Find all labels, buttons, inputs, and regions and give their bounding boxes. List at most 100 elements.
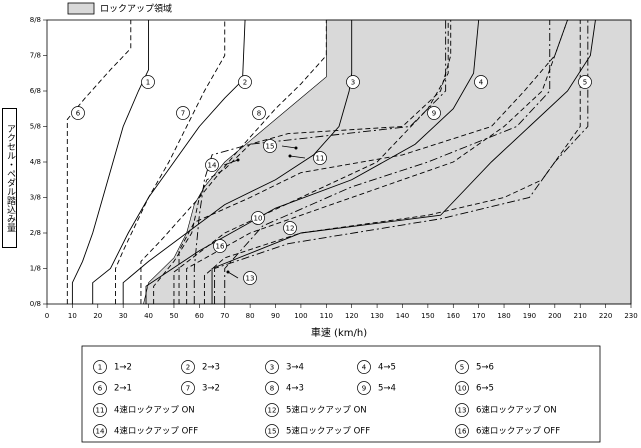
legend-entry: 3→4 (286, 363, 304, 373)
series-number: 15 (266, 143, 275, 151)
label-circle (357, 360, 371, 374)
label-circle (181, 381, 195, 395)
label-circle (474, 75, 488, 89)
legend-entry: 6速ロックアップ OFF (476, 427, 560, 437)
legend-entry: 3→2 (202, 384, 220, 394)
x-tick-label: 70 (220, 312, 229, 320)
series-number: 2 (186, 364, 190, 372)
label-circle (578, 75, 592, 89)
series-number: 3 (351, 79, 355, 87)
legend-entry: 5速ロックアップ ON (286, 406, 367, 416)
label-circle (243, 271, 257, 285)
arrow (289, 155, 306, 159)
legend-entry: 5→4 (378, 384, 396, 394)
y-tick-label: 7/8 (30, 52, 41, 60)
x-tick-label: 150 (421, 312, 434, 320)
legend-entry: 5速ロックアップ OFF (286, 427, 370, 437)
x-tick-label: 190 (523, 312, 536, 320)
label-circle (283, 221, 297, 235)
series-number: 16 (458, 428, 467, 436)
label-circle (93, 381, 107, 395)
series-line (71, 20, 150, 304)
series-line (140, 20, 327, 304)
series-number: 14 (96, 428, 105, 436)
label-circle (455, 381, 469, 395)
y-axis-label: アクセル・ペダル踏込み量 (2, 108, 17, 248)
series-number: 1 (146, 79, 150, 87)
label-circle (265, 381, 279, 395)
series-line (115, 20, 226, 304)
x-tick-label: 30 (119, 312, 128, 320)
label-circle (455, 403, 469, 417)
label-circle (263, 139, 277, 153)
arrow (281, 145, 297, 149)
x-tick-label: 10 (68, 312, 77, 320)
series-line (224, 20, 551, 304)
label-circle (176, 106, 190, 120)
series-number: 11 (96, 407, 105, 415)
label-circle (357, 381, 371, 395)
x-tick-label: 180 (497, 312, 510, 320)
series-line (193, 20, 447, 304)
legend-swatch (67, 2, 95, 15)
label-circle (346, 75, 360, 89)
y-tick-label: 3/8 (30, 194, 41, 202)
label-circle (455, 360, 469, 374)
x-axis-label: 車速 (km/h) (311, 326, 367, 339)
label-circle (141, 75, 155, 89)
series-number: 9 (362, 385, 366, 393)
arrow (223, 159, 239, 166)
series-number: 10 (254, 215, 263, 223)
x-tick-label: 200 (548, 312, 561, 320)
arrow-head (236, 158, 240, 162)
series-number: 4 (362, 364, 367, 372)
legend-entry: 6速ロックアップ ON (476, 406, 557, 416)
label-circle (265, 360, 279, 374)
series-number: 11 (316, 155, 325, 163)
legend-entry: 6→5 (476, 384, 494, 394)
label-circle (205, 158, 219, 172)
x-tick-label: 0 (45, 312, 49, 320)
series-number: 12 (286, 225, 295, 233)
label-circle (251, 211, 265, 225)
series-number: 7 (186, 385, 190, 393)
x-tick-label: 160 (447, 312, 460, 320)
series-number: 2 (243, 79, 247, 87)
y-tick-label: 5/8 (30, 123, 41, 131)
y-tick-label: 1/8 (30, 265, 41, 273)
legend-entry: 4速ロックアップ ON (114, 406, 195, 416)
series-number: 9 (432, 110, 436, 118)
y-tick-label: 0/8 (30, 300, 41, 308)
label-circle (93, 424, 107, 438)
series-number: 1 (98, 364, 102, 372)
x-tick-label: 60 (195, 312, 204, 320)
series-number: 10 (458, 385, 467, 393)
legend-box (81, 345, 601, 443)
y-tick-label: 4/8 (30, 158, 41, 166)
series-line (66, 20, 132, 304)
x-tick-label: 210 (574, 312, 587, 320)
label-circle (71, 106, 85, 120)
label-circle (238, 75, 252, 89)
legend-entry: 4速ロックアップ OFF (114, 427, 198, 437)
x-tick-label: 130 (370, 312, 383, 320)
series-line (214, 20, 589, 304)
label-circle (93, 403, 107, 417)
label-circle (265, 424, 279, 438)
x-tick-label: 140 (396, 312, 409, 320)
label-circle (455, 424, 469, 438)
series-number: 8 (257, 110, 261, 118)
legend-entry: 2→3 (202, 363, 220, 373)
y-tick-label: 8/8 (30, 16, 41, 24)
series-number: 15 (268, 428, 277, 436)
x-tick-label: 90 (271, 312, 280, 320)
y-tick-label: 2/8 (30, 229, 41, 237)
legend-entry: 5→6 (476, 363, 494, 373)
series-line (153, 20, 452, 304)
series-number: 13 (458, 407, 467, 415)
series-number: 12 (268, 407, 277, 415)
label-circle (252, 106, 266, 120)
x-tick-label: 20 (93, 312, 102, 320)
series-number: 5 (583, 79, 587, 87)
